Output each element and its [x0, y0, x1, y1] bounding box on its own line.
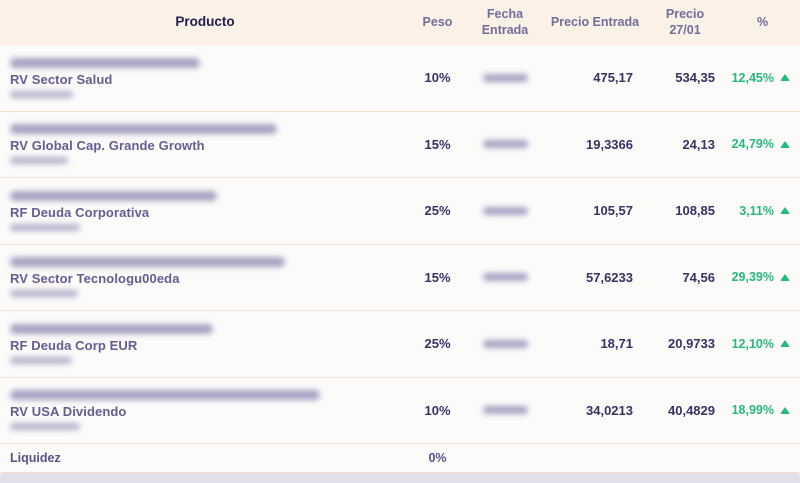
blurred-product-isin — [10, 356, 72, 364]
fecha-entrada-cell — [465, 273, 545, 282]
product-cell: RV Global Cap. Grande Growth — [0, 124, 410, 165]
liquidez-label: Liquidez — [10, 451, 61, 465]
product-cell: RV USA Dividendo — [0, 390, 410, 431]
precio-actual-value: 108,85 — [675, 203, 715, 219]
precio-entrada-value: 57,6233 — [586, 269, 633, 285]
pct-cell: 3,11% — [725, 204, 800, 218]
product-cell: RF Deuda Corporativa — [0, 190, 410, 231]
blurred-product-name — [10, 257, 285, 268]
precio-actual-value: 24,13 — [682, 136, 715, 152]
product-category-label: RV Sector Tecnologu00eda — [10, 271, 180, 287]
fecha-entrada-cell — [465, 140, 545, 149]
blurred-fecha-entrada — [482, 140, 528, 149]
trend-up-icon — [780, 406, 790, 414]
header-pct: % — [756, 14, 769, 29]
blurred-product-isin — [10, 157, 68, 165]
pct-cell: 29,39% — [725, 270, 800, 284]
peso-value: 15% — [424, 136, 451, 152]
header-fecha-entrada: Fecha Entrada — [481, 6, 529, 37]
product-category-label: RF Deuda Corp EUR — [10, 337, 138, 353]
pct-cell: 12,45% — [725, 71, 800, 85]
precio-actual-value: 40,4829 — [668, 402, 715, 418]
liquidez-peso: 0% — [428, 451, 447, 465]
pct-value: 29,39% — [731, 270, 774, 285]
trend-up-icon — [780, 74, 790, 82]
precio-actual-value: 20,9733 — [668, 336, 715, 352]
product-category-label: RV USA Dividendo — [10, 404, 127, 420]
table-row[interactable]: RF Deuda Corp EUR 25% 18,71 20,9733 12,1… — [0, 311, 800, 378]
blurred-product-name — [10, 190, 217, 201]
blurred-product-name — [10, 124, 277, 135]
liquidez-row[interactable]: Liquidez 0% — [0, 444, 800, 473]
table-row[interactable]: RV USA Dividendo 10% 34,0213 40,4829 18,… — [0, 377, 800, 444]
blurred-product-isin — [10, 90, 73, 98]
pct-value: 12,10% — [731, 336, 774, 351]
table-row[interactable]: RF Deuda Corporativa 25% 105,57 108,85 3… — [0, 178, 800, 245]
precio-actual-value: 534,35 — [675, 70, 715, 86]
header-producto: Producto — [175, 14, 235, 30]
product-category-label: RF Deuda Corporativa — [10, 204, 150, 220]
table-row[interactable]: RV Global Cap. Grande Growth 15% 19,3366… — [0, 111, 800, 178]
table-body: RV Sector Salud 10% 475,17 534,35 12,45%… — [0, 45, 800, 444]
pct-value: 3,11% — [739, 203, 774, 218]
pct-value: 18,99% — [731, 403, 774, 418]
pct-value: 24,79% — [731, 137, 774, 152]
product-category-label: RV Global Cap. Grande Growth — [10, 138, 205, 154]
blurred-product-isin — [10, 223, 80, 231]
trend-up-icon — [780, 207, 790, 215]
product-category-label: RV Sector Salud — [10, 71, 113, 87]
peso-value: 10% — [424, 402, 451, 418]
precio-actual-value: 74,56 — [682, 269, 715, 285]
fecha-entrada-cell — [465, 339, 545, 348]
pct-cell: 12,10% — [725, 337, 800, 351]
bottom-strip — [0, 473, 800, 483]
table-header-row: Producto Peso Fecha Entrada Precio Entra… — [0, 0, 800, 45]
fecha-entrada-cell — [465, 73, 545, 82]
fecha-entrada-cell — [465, 206, 545, 215]
peso-value: 25% — [424, 336, 451, 352]
precio-entrada-value: 18,71 — [600, 336, 633, 352]
header-precio-actual-line1: Precio — [665, 6, 705, 21]
blurred-fecha-entrada — [482, 206, 528, 215]
precio-entrada-value: 475,17 — [593, 70, 633, 86]
peso-value: 15% — [424, 269, 451, 285]
header-peso: Peso — [422, 14, 453, 29]
trend-up-icon — [780, 273, 790, 281]
blurred-fecha-entrada — [482, 73, 528, 82]
blurred-fecha-entrada — [482, 406, 528, 415]
header-precio-actual-line2: 27/01 — [669, 22, 701, 37]
trend-up-icon — [780, 340, 790, 348]
blurred-product-name — [10, 390, 320, 401]
table-row[interactable]: RV Sector Tecnologu00eda 15% 57,6233 74,… — [0, 244, 800, 311]
precio-entrada-value: 105,57 — [593, 203, 633, 219]
trend-up-icon — [780, 140, 790, 148]
blurred-fecha-entrada — [482, 339, 528, 348]
blurred-product-name — [10, 57, 200, 68]
blurred-product-name — [10, 323, 213, 334]
peso-value: 10% — [424, 70, 451, 86]
product-cell: RF Deuda Corp EUR — [0, 323, 410, 364]
blurred-product-isin — [10, 290, 78, 298]
blurred-fecha-entrada — [482, 273, 528, 282]
product-cell: RV Sector Tecnologu00eda — [0, 257, 410, 298]
precio-entrada-value: 19,3366 — [586, 136, 633, 152]
precio-entrada-value: 34,0213 — [586, 402, 633, 418]
pct-cell: 18,99% — [725, 403, 800, 417]
peso-value: 25% — [424, 203, 451, 219]
header-precio-entrada: Precio Entrada — [550, 14, 640, 29]
header-precio-actual: Precio 27/01 — [645, 7, 725, 38]
product-cell: RV Sector Salud — [0, 57, 410, 98]
pct-value: 12,45% — [731, 70, 774, 85]
pct-cell: 24,79% — [725, 137, 800, 151]
blurred-product-isin — [10, 423, 80, 431]
table-row[interactable]: RV Sector Salud 10% 475,17 534,35 12,45% — [0, 45, 800, 112]
fecha-entrada-cell — [465, 406, 545, 415]
